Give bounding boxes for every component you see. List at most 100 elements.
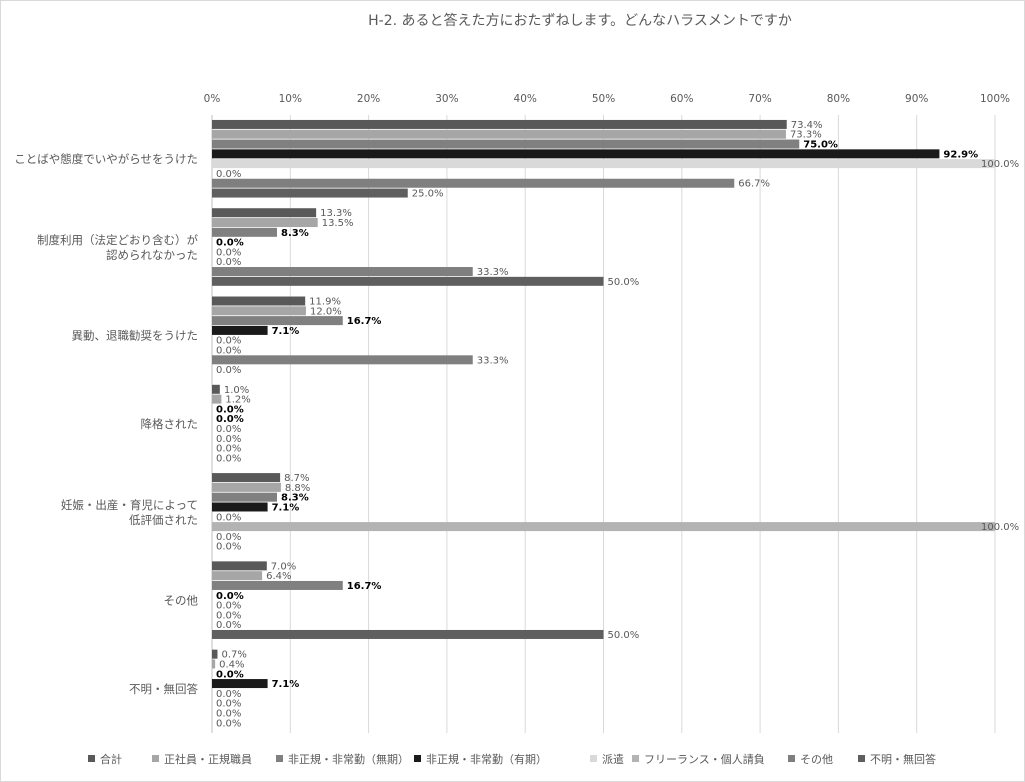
data-label: 13.3% (320, 208, 352, 219)
data-label: 12.0% (310, 306, 342, 317)
legend-swatch (632, 755, 639, 762)
legend-label: 正社員・正規職員 (164, 752, 252, 766)
data-label: 0.0% (216, 532, 241, 543)
bar (212, 149, 940, 159)
bar (212, 325, 268, 335)
bar (212, 659, 216, 669)
legend-label: 派遣 (602, 752, 624, 766)
data-label: 66.7% (738, 179, 770, 190)
bar (212, 384, 220, 394)
x-tick-label: 0% (204, 93, 221, 105)
data-label: 0.0% (216, 708, 241, 719)
category-label: 認められなかった (106, 248, 198, 262)
data-label: 11.9% (309, 297, 341, 308)
x-tick-label: 70% (748, 93, 771, 105)
data-label: 50.0% (608, 630, 640, 641)
data-label: 8.8% (285, 483, 310, 494)
data-label: 73.4% (791, 120, 823, 131)
data-label: 1.2% (225, 395, 250, 406)
data-label: 73.3% (790, 130, 822, 141)
bar (212, 129, 786, 139)
data-label: 0.0% (216, 669, 244, 680)
data-label: 0.0% (216, 699, 241, 710)
data-label: 6.4% (266, 571, 291, 582)
data-label: 7.0% (271, 561, 296, 572)
bar (212, 159, 995, 169)
bar (212, 502, 268, 512)
data-label: 0.0% (216, 247, 241, 258)
data-label: 0.4% (219, 659, 244, 670)
bar (212, 522, 995, 532)
data-label: 0.0% (216, 718, 241, 729)
category-label: 降格された (141, 417, 199, 431)
data-labels: 73.4%73.3%75.0%92.9%100.0%0.0%66.7%25.0%… (216, 120, 1019, 729)
data-label: 0.0% (216, 610, 241, 621)
legend-swatch (590, 755, 597, 762)
x-tick-label: 10% (279, 93, 302, 105)
data-label: 0.0% (216, 238, 244, 249)
data-label: 7.1% (272, 502, 300, 513)
data-label: 0.0% (216, 346, 241, 357)
data-label: 7.1% (272, 326, 300, 337)
legend-swatch (276, 755, 283, 762)
x-tick-label: 50% (592, 93, 615, 105)
legend-swatch (152, 755, 159, 762)
category-labels: ことばや態度でいやがらせをうけた制度利用（法定どおり含む）が認められなかった異動… (14, 152, 198, 696)
chart-title: H-2. あると答えた方におたずねします。どんなハラスメントですか (368, 12, 792, 29)
bar (212, 679, 268, 689)
bars (212, 119, 995, 689)
data-label: 33.3% (477, 355, 509, 366)
data-label: 0.0% (216, 601, 241, 612)
legend-label: 非正規・非常勤（無期） (288, 752, 409, 766)
data-label: 92.9% (943, 149, 978, 160)
x-tick-label: 60% (670, 93, 693, 105)
legend-label: フリーランス・個人請負 (644, 752, 765, 766)
data-label: 0.0% (216, 689, 241, 700)
data-label: 0.0% (216, 424, 241, 435)
category-label: 異動、退職勧奨をうけた (72, 329, 199, 343)
legend-label: 合計 (100, 752, 122, 766)
bar (212, 276, 604, 286)
bar (212, 473, 281, 483)
category-label: ことばや態度でいやがらせをうけた (14, 152, 198, 166)
data-label: 7.1% (272, 679, 300, 690)
x-axis-ticks: 0% 10% 20% 30% 40% 50% 60% 70% 80% 90% 100% (204, 93, 1010, 105)
data-label: 100.0% (981, 159, 1019, 170)
bar (212, 355, 473, 365)
data-label: 13.5% (322, 218, 354, 229)
legend-swatch (858, 755, 865, 762)
bar (212, 119, 787, 129)
x-tick-label: 40% (514, 93, 537, 105)
x-tick-label: 80% (827, 93, 850, 105)
category-label: 不明・無回答 (129, 682, 198, 696)
data-label: 0.0% (216, 414, 244, 425)
x-tick-label: 20% (357, 93, 380, 105)
legend-label: 非正規・非常勤（有期） (426, 752, 547, 766)
bar (212, 492, 277, 502)
x-tick-label: 30% (435, 93, 458, 105)
bar (212, 218, 318, 228)
bar (212, 227, 277, 237)
legend: 合計 正社員・正規職員 非正規・非常勤（無期） 非正規・非常勤（有期） 派遣 フリーランス… (88, 752, 936, 766)
bar (212, 629, 604, 639)
legend-label: その他 (800, 753, 833, 766)
data-label: 0.0% (216, 365, 241, 376)
legend-swatch (414, 755, 421, 762)
data-label: 0.0% (216, 404, 244, 415)
bar (212, 394, 222, 404)
data-label: 0.0% (216, 169, 241, 180)
data-label: 0.0% (216, 257, 241, 268)
data-label: 0.0% (216, 620, 241, 631)
bar (212, 178, 735, 188)
legend-swatch (88, 755, 95, 762)
data-label: 25.0% (412, 189, 444, 200)
bar (212, 188, 408, 198)
legend-swatch (788, 755, 795, 762)
data-label: 50.0% (608, 277, 640, 288)
legend-label: 不明・無回答 (870, 752, 936, 766)
data-label: 0.0% (216, 542, 241, 553)
data-label: 0.0% (216, 591, 244, 602)
bar (212, 571, 263, 581)
data-label: 100.0% (981, 522, 1019, 533)
data-label: 16.7% (347, 316, 382, 327)
